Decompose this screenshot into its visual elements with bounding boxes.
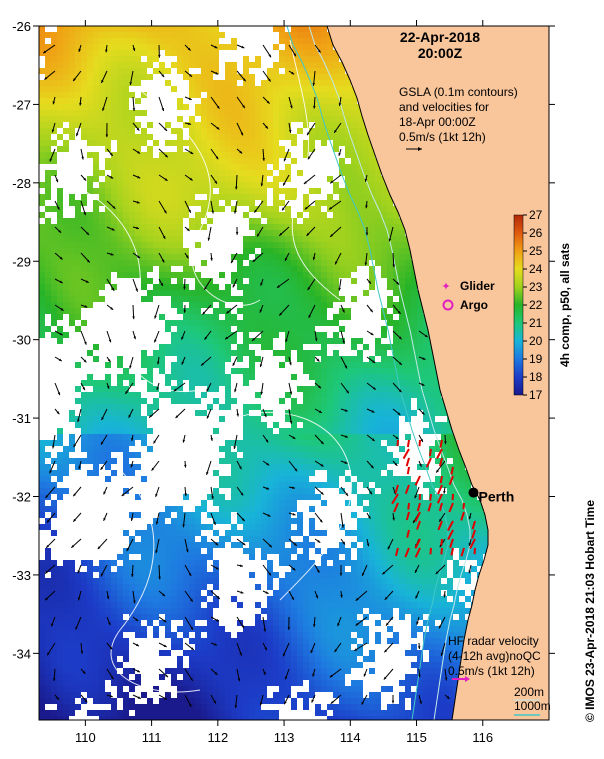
- y-tick-label: -28: [12, 176, 31, 191]
- perth-marker: [468, 487, 479, 498]
- colorbar-tick-label: 27: [529, 208, 543, 222]
- x-tick-label: 111: [142, 730, 162, 745]
- gsla-note-line1: GSLA (0.1m contours): [399, 85, 518, 99]
- gsla-contours: [59, 39, 352, 693]
- colorbar-tick-label: 24: [529, 262, 543, 276]
- argo-legend: Argo: [442, 298, 488, 312]
- x-tick-label: 114: [340, 730, 361, 745]
- colorbar-tick-label: 26: [529, 226, 543, 240]
- y-tick-label: -26: [12, 19, 31, 34]
- colorbar: [513, 214, 524, 396]
- depth-legend-1000m: 1000m: [514, 699, 551, 713]
- perth-label: Perth: [478, 489, 514, 505]
- colorbar-tick-label: 21: [529, 316, 543, 330]
- glider-icon: ✦: [441, 281, 450, 293]
- glider-legend: ✦ Glider: [441, 279, 495, 293]
- colorbar-tick-label: 19: [529, 352, 543, 366]
- hf-note-line2: (4-12h avg)noQC: [448, 649, 541, 663]
- hf-scale-arrow: [452, 676, 470, 682]
- colorbar-tick-label: 17: [529, 388, 543, 402]
- argo-label: Argo: [460, 298, 488, 312]
- colorbar-tick-label: 23: [529, 280, 543, 294]
- depth-legend-200m: 200m: [514, 685, 544, 699]
- colorbar-label: 4h comp, p50, all sats: [558, 243, 572, 367]
- colorbar-tick-label: 22: [529, 298, 543, 312]
- y-axis-ticks: -26 -27 -28 -29 -30 -31 -32 -33 -34: [12, 19, 555, 661]
- velocity-vectors: [42, 44, 472, 708]
- x-tick-label: 115: [406, 730, 427, 745]
- colorbar-ticks: 17 18 19 20 21 22 23 24 25 26 27: [523, 208, 543, 402]
- y-tick-label: -31: [12, 411, 31, 426]
- imos-credit: © IMOS 23-Apr-2018 21:03 Hobart Time: [583, 500, 597, 722]
- y-tick-label: -29: [12, 254, 31, 269]
- y-tick-label: -27: [12, 97, 31, 112]
- isobath-200m: [308, 26, 471, 720]
- colorbar-tick-label: 25: [529, 244, 543, 258]
- gsla-note-scale: 0.5m/s (1kt 12h): [399, 130, 486, 144]
- gsla-note-line3: 18-Apr 00:00Z: [399, 115, 476, 129]
- plot-frame: [38, 25, 550, 721]
- hf-note-scale: 0.5m/s (1kt 12h): [448, 664, 535, 678]
- hf-radar-vectors: [391, 439, 476, 558]
- argo-icon: [442, 299, 454, 311]
- sst-field: [39, 26, 489, 720]
- title-date: 22-Apr-2018: [400, 29, 480, 45]
- y-tick-label: -34: [12, 646, 31, 661]
- x-tick-label: 110: [75, 730, 96, 745]
- colorbar-tick-label: 18: [529, 370, 543, 384]
- glider-label: Glider: [460, 279, 495, 293]
- gsla-scale-arrow: [406, 147, 422, 151]
- land-western-australia: [326, 26, 549, 720]
- x-axis-ticks: 110 111 112 113 114 115 116: [75, 20, 493, 745]
- map-plot-area: [39, 26, 549, 720]
- x-tick-label: 112: [207, 730, 228, 745]
- y-tick-label: -32: [12, 490, 31, 505]
- gsla-note-line2: and velocities for: [399, 100, 489, 114]
- y-tick-label: -33: [12, 568, 31, 583]
- colorbar-tick-label: 20: [529, 334, 543, 348]
- x-tick-label: 113: [274, 730, 295, 745]
- x-tick-label: 116: [472, 730, 493, 745]
- y-tick-label: -30: [12, 333, 31, 348]
- title-time: 20:00Z: [418, 45, 463, 61]
- hf-note-line1: HF radar velocity: [448, 634, 539, 648]
